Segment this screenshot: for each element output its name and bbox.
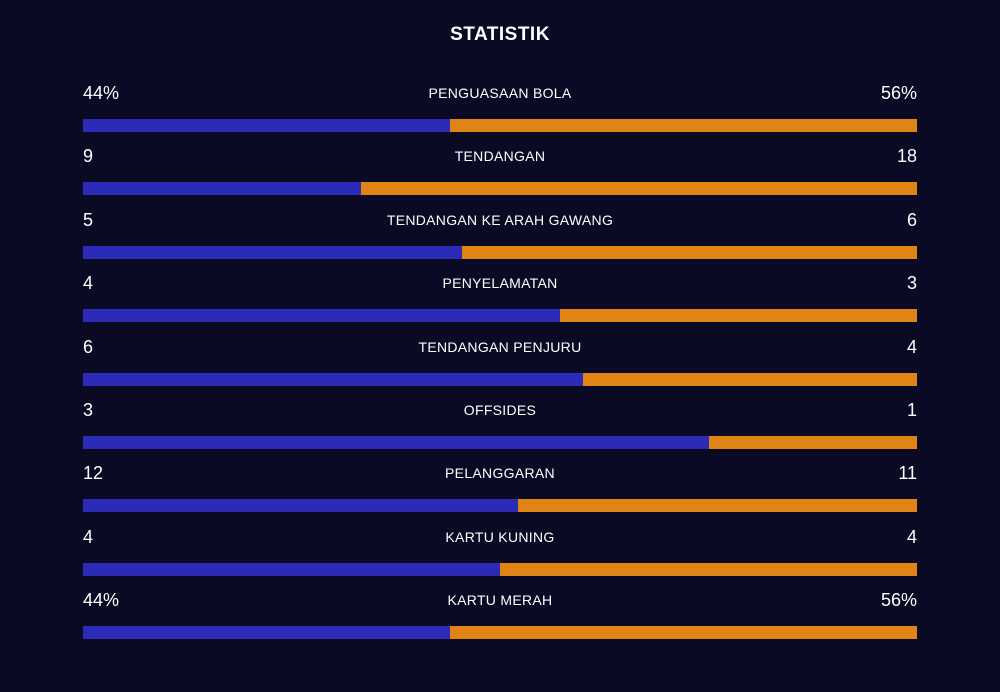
stat-header: PELANGGARAN 12 11 [83,460,917,487]
away-bar-segment [360,182,917,196]
away-bar-segment [583,372,917,386]
stat-row: KARTU KUNING 4 4 [83,524,917,587]
stat-label: PENYELAMATAN [442,275,558,292]
stat-row: TENDANGAN KE ARAH GAWANG 5 6 [83,207,917,270]
stat-header: KARTU KUNING 4 4 [83,524,917,551]
home-bar-segment [83,119,450,132]
away-bar-segment [500,562,917,576]
stat-row: KARTU MERAH 44% 56% [83,587,917,650]
stat-label: KARTU KUNING [445,528,555,545]
away-bar-segment [559,309,917,323]
home-bar-segment [83,499,519,513]
stats-title: STATISTIK [450,24,550,45]
home-bar-segment [83,435,709,449]
home-bar-segment [83,372,584,386]
stat-header: PENYELAMATAN 4 3 [83,270,917,297]
home-value: 4 [83,526,94,547]
home-bar-segment [83,182,361,196]
away-value: 1 [906,399,917,420]
home-value: 9 [83,146,94,167]
away-bar-segment [708,435,917,449]
stat-header: TENDANGAN 9 18 [83,143,917,170]
stat-label: TENDANGAN [454,148,546,165]
away-bar-segment [449,119,917,132]
stats-list: PENGUASAAN BOLA 44% 56% TENDANGAN 9 18 TENDANG… [83,80,917,651]
away-bar-segment [518,499,917,513]
away-value: 56% [880,83,917,103]
comparison-bar [83,309,917,323]
stat-row: TENDANGAN 9 18 [83,143,917,206]
home-value: 4 [83,273,94,294]
stat-header: TENDANGAN PENJURU 6 4 [83,334,917,361]
stat-row: TENDANGAN PENJURU 6 4 [83,334,917,397]
stat-label: TENDANGAN PENJURU [418,338,582,355]
comparison-bar [83,119,917,132]
home-value: 44% [83,83,120,103]
stat-label: PENGUASAAN BOLA [428,85,572,101]
away-value: 4 [906,526,917,547]
stat-row: PENYELAMATAN 4 3 [83,270,917,333]
comparison-bar [83,562,917,576]
stat-label: PELANGGARAN [445,465,555,482]
home-bar-segment [83,562,500,576]
stat-header: TENDANGAN KE ARAH GAWANG 5 6 [83,207,917,234]
away-bar-segment [449,626,917,640]
comparison-bar [83,499,917,513]
home-value: 5 [83,209,94,230]
comparison-bar [83,435,917,449]
stat-header: KARTU MERAH 44% 56% [83,587,917,614]
comparison-bar [83,245,917,259]
away-value: 11 [898,463,917,484]
home-value: 3 [83,399,94,420]
away-value: 4 [906,336,917,357]
home-value: 6 [83,336,94,357]
away-value: 6 [906,209,917,230]
home-bar-segment [83,626,450,640]
stat-header: PENGUASAAN BOLA 44% 56% [83,80,917,107]
stat-header: OFFSIDES 3 1 [83,397,917,424]
home-bar-segment [83,309,560,323]
stat-label: KARTU MERAH [447,592,553,609]
comparison-bar [83,182,917,196]
home-bar-segment [83,245,463,259]
home-value: 44% [83,590,120,611]
home-value: 12 [83,463,104,484]
comparison-bar [83,626,917,640]
stat-row: PELANGGARAN 12 11 [83,460,917,523]
away-value: 3 [906,273,917,294]
away-value: 56% [880,590,917,611]
away-value: 18 [896,146,917,167]
away-bar-segment [462,245,917,259]
comparison-bar [83,372,917,386]
stat-label: TENDANGAN KE ARAH GAWANG [386,211,614,228]
stat-row: PENGUASAAN BOLA 44% 56% [83,80,917,143]
stat-row: OFFSIDES 3 1 [83,397,917,460]
stat-label: OFFSIDES [463,401,537,418]
